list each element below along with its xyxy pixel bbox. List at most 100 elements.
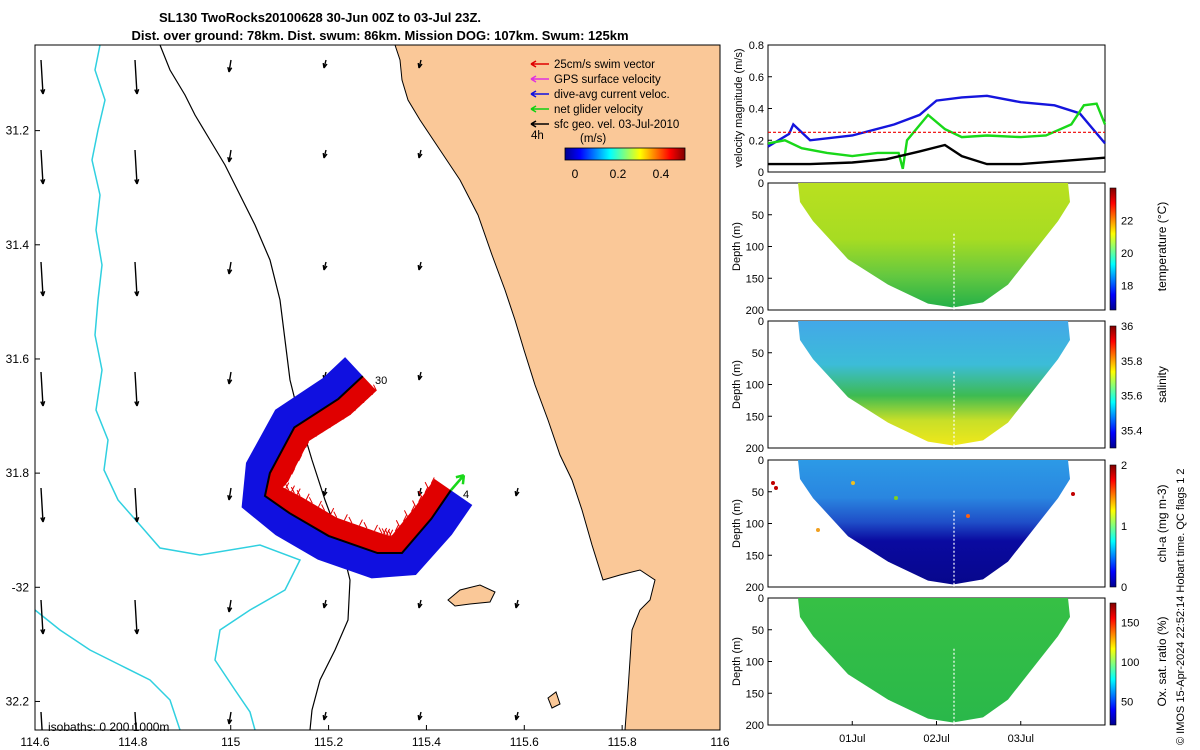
swim-vector-tick [412, 500, 416, 507]
track-label-start: 30 [375, 375, 387, 387]
legend-entry: GPS surface velocity [554, 74, 661, 86]
land [394, 45, 720, 730]
surface-vector-arrow [514, 487, 520, 497]
swim-vector-tick [403, 510, 408, 517]
map-xtick-label: 115 [221, 735, 240, 749]
section-colorbar [1109, 187, 1117, 311]
surface-vector-arrow [134, 371, 140, 407]
legend-swatch [530, 90, 549, 98]
map-frame [34, 44, 721, 731]
island-small [547, 691, 561, 709]
swim-vector-tick [402, 515, 407, 522]
swim-vector-tick [285, 477, 290, 485]
map-ytick-label: 31.8 [6, 466, 30, 480]
colorbar-tick-label: 36 [1121, 321, 1133, 333]
colorbar-tick-label: 35.8 [1121, 356, 1142, 368]
surface-vector-arrow [514, 711, 520, 721]
legend-swatch [530, 120, 549, 128]
surface-vector-arrow [514, 599, 520, 609]
swim-vector-fringe [279, 384, 435, 537]
surface-vector-arrow [134, 261, 140, 297]
colorbar-tick-label: 18 [1121, 281, 1133, 293]
surface-vector-arrow [417, 711, 423, 721]
section-ytick-label: 150 [746, 550, 764, 562]
footer-note: © IMOS 15-Apr-2024 22:52:14 Hobart time.… [1175, 468, 1187, 745]
colorbar-tick: 0 [572, 167, 579, 181]
isobath-200m [159, 45, 351, 730]
map-xtick-label: 116 [710, 735, 729, 749]
swim-vector-tick [395, 520, 400, 527]
swim-vector-tick [381, 528, 386, 535]
surface-vector-arrow [417, 59, 423, 69]
section-ytick-label: 0 [758, 593, 764, 605]
surface-vector-arrow [322, 149, 328, 159]
map-ytick-label: 31.2 [6, 124, 30, 138]
surface-vector-arrow [134, 149, 140, 185]
chla-point [894, 496, 898, 500]
colorbar-tick-label: 1 [1121, 521, 1127, 533]
map-xtick-label: 115.2 [314, 735, 343, 749]
surface-vector-arrow [417, 371, 423, 381]
legend-entry: 25cm/s swim vector [554, 59, 655, 71]
isobath-1000m-west [35, 609, 181, 730]
legend-entry: sfc geo. vel. 03-Jul-2010 [554, 119, 679, 131]
section-ytick-label: 200 [746, 720, 764, 732]
map-xtick-label: 115.8 [608, 735, 637, 749]
section-ytick-label: 100 [746, 380, 764, 392]
colorbar-tick-label: 2 [1121, 460, 1127, 472]
surface-vector-arrow [134, 711, 137, 730]
swim-vector-tick [343, 413, 347, 420]
surface-vector-arrow [227, 711, 233, 725]
section-ytick-label: 100 [746, 657, 764, 669]
section-ytick-label: 100 [746, 242, 764, 254]
swim-vector-tick [298, 448, 303, 455]
surface-vector-arrow [322, 59, 328, 69]
section-colorbar [1109, 602, 1117, 726]
colorbar-tick-label: 20 [1121, 248, 1133, 260]
map-xtick-label: 114.8 [118, 735, 147, 749]
colorbar-tick-label: 35.4 [1121, 426, 1142, 438]
glider-track [241, 357, 473, 579]
swim-vector-tick [371, 388, 376, 395]
section-field [798, 598, 1070, 723]
swim-vector-tick [378, 527, 383, 534]
swim-vector-tick [394, 524, 399, 532]
oxygen-section: 0 50 100 150 200 Depth (m) 50 100 150 Ox. sat. ra… [731, 593, 1169, 732]
swim-vector-tick [286, 475, 291, 483]
chla-point [774, 486, 778, 490]
section-ylabel: Depth (m) [731, 360, 743, 409]
swim-vector-tick [321, 504, 326, 511]
section-ytick-label: 50 [752, 348, 764, 360]
surface-vector-arrow [322, 487, 328, 497]
velocity-frame [767, 44, 1106, 173]
swim-vector-tick [358, 519, 363, 526]
velocity-ytick-label: 0 [758, 167, 764, 179]
isobath-1000m [91, 45, 302, 730]
swim-vector-tick [387, 529, 392, 537]
colorbar-tick-label: 22 [1121, 216, 1133, 228]
temperature-section: 0 50 100 150 200 Depth (m) 18 20 22 temperature (… [731, 178, 1169, 317]
swim-vector-tick [418, 491, 423, 498]
salinity-section: 0 50 100 150 200 Depth (m) 35.4 35.6 35.8 36 salin… [731, 316, 1169, 455]
colorbar-tick-label: 50 [1121, 696, 1133, 708]
section-ytick-label: 0 [758, 178, 764, 190]
velocity-ytick-label: 0.6 [749, 72, 764, 84]
surface-vector-arrow [417, 261, 423, 271]
swim-vector-tick [374, 524, 378, 532]
colorbar-tick: 0.4 [653, 167, 670, 181]
chla-point [851, 481, 855, 485]
swim-vector-tick [373, 384, 377, 391]
section-field [798, 460, 1070, 585]
surface-vector-arrow [417, 149, 423, 159]
map-xtick-label: 115.4 [412, 735, 441, 749]
section-ytick-label: 150 [746, 273, 764, 285]
surface-velocity-vectors [40, 59, 520, 730]
swim-vector-tick [296, 489, 301, 497]
swim-vector-tick [298, 454, 303, 462]
section-colorbar [1109, 464, 1117, 588]
surface-vector-arrow [322, 599, 328, 609]
swim-vector-tick [354, 404, 359, 412]
velocity-panel: 0 0.2 0.4 0.6 0.8 velocity magnitude (m/s) [733, 40, 1107, 179]
trajectory-map: 114.6 114.8 115 115.2 115.4 115.6 115.8 116 31.2… [6, 44, 730, 749]
